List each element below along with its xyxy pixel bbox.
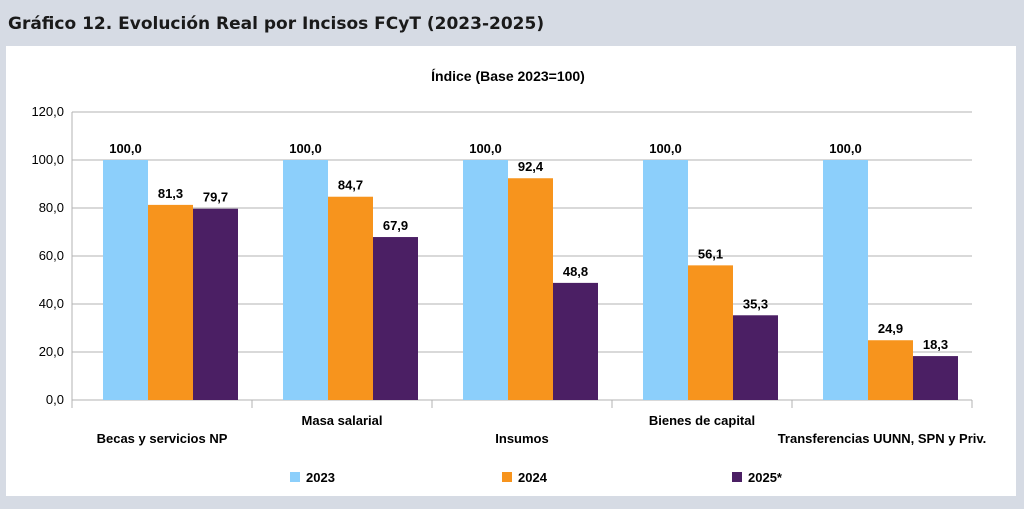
category-label: Masa salarial [302,413,383,428]
y-tick-label: 60,0 [39,248,64,263]
category-label: Bienes de capital [649,413,755,428]
bar [283,160,328,400]
bar [553,282,598,400]
data-label: 24,9 [878,321,903,336]
data-label: 84,7 [338,178,363,193]
y-tick-label: 40,0 [39,296,64,311]
bar [913,356,958,400]
bar [868,340,913,400]
legend-swatch [502,472,512,482]
y-tick-label: 80,0 [39,200,64,215]
legend-swatch [732,472,742,482]
bar-chart: Índice (Base 2023=100) 0,0 20,0 40,0 60,0 80… [31,68,987,485]
bar [733,315,778,400]
chart-title: Índice (Base 2023=100) [431,68,585,84]
bars [103,160,958,400]
y-tick-label: 0,0 [46,392,64,407]
data-label: 100,0 [109,141,142,156]
bar [508,178,553,400]
data-label: 48,8 [563,264,588,279]
data-label: 56,1 [698,246,723,261]
data-label: 81,3 [158,186,183,201]
data-label: 79,7 [203,190,228,205]
data-label: 35,3 [743,296,768,311]
page-title: Gráfico 12. Evolución Real por Incisos F… [8,14,545,34]
bar [463,160,508,400]
data-label: 100,0 [829,141,862,156]
data-label: 18,3 [923,337,948,352]
data-label: 100,0 [469,141,502,156]
category-label: Insumos [495,431,548,446]
data-label: 92,4 [518,159,544,174]
legend-swatch [290,472,300,482]
bar [643,160,688,400]
y-tick-label: 100,0 [31,152,64,167]
category-labels: Becas y servicios NP Masa salarial Insumos… [97,413,987,446]
legend: 2023 2024 2025* [290,470,783,485]
bar [373,237,418,400]
bar [823,160,868,400]
category-label: Becas y servicios NP [97,431,228,446]
y-tick-label: 20,0 [39,344,64,359]
legend-label: 2024 [518,470,548,485]
bar [193,208,238,400]
legend-label: 2025* [748,470,783,485]
category-label: Transferencias UUNN, SPN y Priv. [778,431,987,446]
data-label: 100,0 [649,141,682,156]
data-label: 67,9 [383,218,408,233]
legend-label: 2023 [306,470,335,485]
data-labels: 100,0 81,3 79,7 100,0 84,7 67,9 100,0 92,4 48,8 1… [109,141,948,352]
y-tick-label: 120,0 [31,104,64,119]
chart-panel: Índice (Base 2023=100) 0,0 20,0 40,0 60,0 80… [6,46,1016,496]
bar [688,265,733,400]
bar [148,204,193,400]
data-label: 100,0 [289,141,322,156]
bar [328,196,373,400]
y-axis-ticks: 0,0 20,0 40,0 60,0 80,0 100,0 120,0 [31,104,64,407]
bar [103,160,148,400]
